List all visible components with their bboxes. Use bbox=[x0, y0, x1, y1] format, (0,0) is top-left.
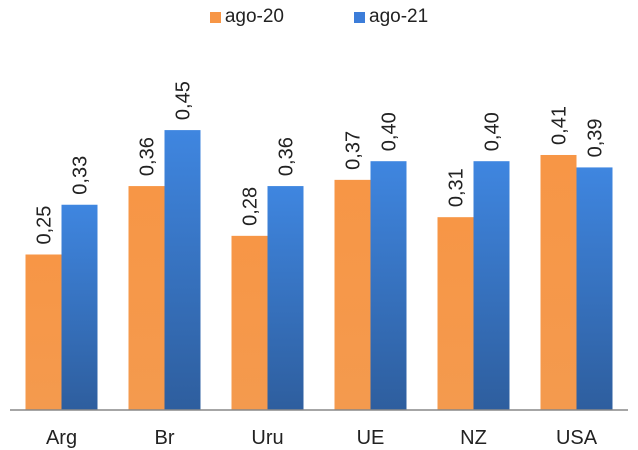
data-label-ago-20-Uru: 0,28 bbox=[240, 187, 262, 226]
data-label-ago-21-Arg: 0,33 bbox=[70, 156, 92, 195]
legend-item-ago-21: ago-21 bbox=[354, 6, 428, 28]
bar-ago-20-Br bbox=[128, 186, 165, 410]
data-label-ago-21-UE: 0,40 bbox=[379, 112, 401, 151]
bar-ago-20-UE bbox=[334, 179, 371, 410]
legend-label-ago-20: ago-20 bbox=[224, 6, 284, 27]
data-label-ago-20-NZ: 0,31 bbox=[446, 168, 468, 207]
bar-ago-20-NZ bbox=[437, 217, 474, 410]
bar-ago-20-USA bbox=[540, 154, 577, 410]
bar-ago-21-NZ bbox=[473, 161, 510, 410]
x-tick-label-Uru: Uru bbox=[251, 427, 283, 449]
x-tick-label-UE: UE bbox=[357, 427, 385, 449]
bar-ago-21-Br bbox=[164, 130, 201, 410]
bar-ago-21-UE bbox=[370, 161, 407, 410]
bar-ago-20-Uru bbox=[231, 235, 268, 410]
x-tick-label-Arg: Arg bbox=[46, 427, 77, 449]
x-tick-label-Br: Br bbox=[155, 427, 175, 449]
data-label-ago-21-NZ: 0,40 bbox=[482, 112, 504, 151]
data-label-ago-21-Br: 0,45 bbox=[173, 81, 195, 120]
legend-item-ago-20: ago-20 bbox=[209, 6, 284, 28]
x-tick-label-NZ: NZ bbox=[460, 427, 487, 449]
data-label-ago-20-USA: 0,41 bbox=[549, 106, 571, 145]
data-label-ago-20-Br: 0,36 bbox=[137, 137, 159, 176]
bar-ago-21-Uru bbox=[267, 186, 304, 410]
bar-ago-21-USA bbox=[576, 167, 613, 410]
x-tick-label-USA: USA bbox=[556, 427, 598, 449]
bar-ago-21-Arg bbox=[61, 204, 98, 410]
data-label-ago-20-UE: 0,37 bbox=[343, 131, 365, 170]
legend: ago-20 ago-21 bbox=[0, 6, 638, 28]
data-label-ago-21-Uru: 0,36 bbox=[276, 137, 298, 176]
data-label-ago-21-USA: 0,39 bbox=[585, 118, 607, 157]
legend-label-ago-21: ago-21 bbox=[369, 6, 429, 27]
data-label-ago-20-Arg: 0,25 bbox=[34, 206, 56, 245]
legend-swatch-ago-21 bbox=[354, 11, 365, 23]
bar-ago-20-Arg bbox=[25, 254, 62, 410]
legend-swatch-ago-20 bbox=[209, 11, 221, 23]
